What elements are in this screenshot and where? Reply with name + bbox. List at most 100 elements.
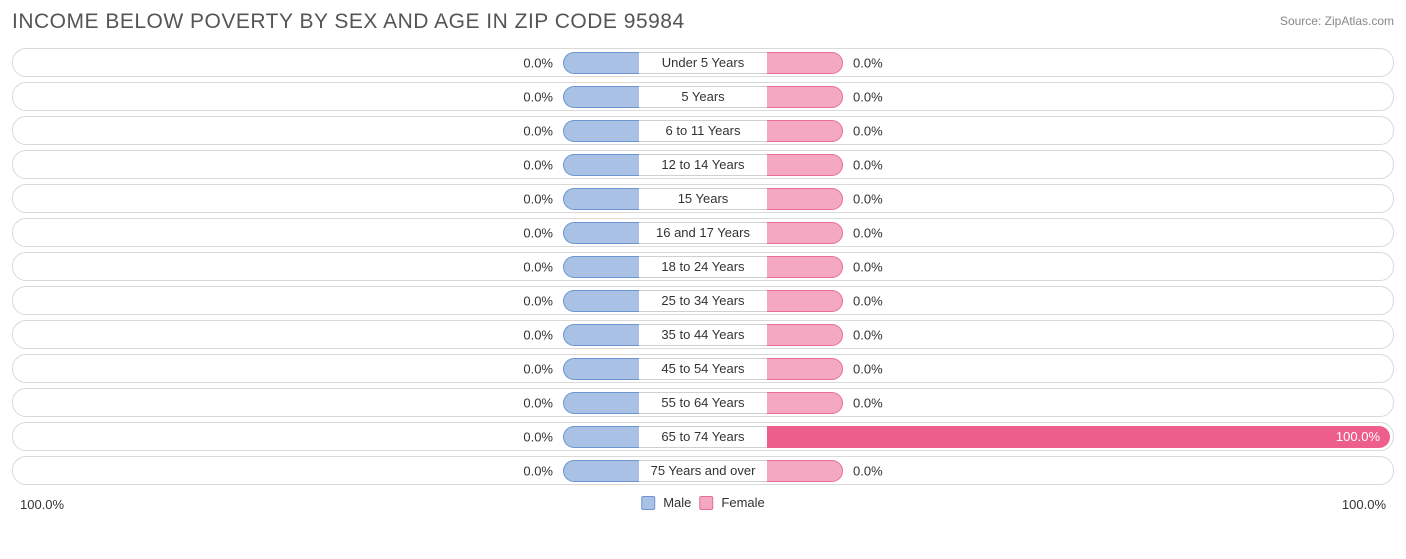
category-label: Under 5 Years bbox=[639, 52, 767, 74]
male-stub-bar bbox=[563, 324, 639, 346]
male-stub-bar bbox=[563, 86, 639, 108]
row-center-group: 35 to 44 Years bbox=[563, 324, 843, 346]
female-stub-bar bbox=[767, 256, 843, 278]
male-stub-bar bbox=[563, 290, 639, 312]
category-label: 55 to 64 Years bbox=[639, 392, 767, 414]
category-label: 45 to 54 Years bbox=[639, 358, 767, 380]
axis-label-right: 100.0% bbox=[1342, 497, 1386, 512]
category-label: 12 to 14 Years bbox=[639, 154, 767, 176]
category-label: 5 Years bbox=[639, 86, 767, 108]
row-center-group: 25 to 34 Years bbox=[563, 290, 843, 312]
chart-rows: Under 5 Years0.0%0.0%5 Years0.0%0.0%6 to… bbox=[12, 48, 1394, 485]
male-value-label: 0.0% bbox=[523, 463, 553, 478]
male-value-label: 0.0% bbox=[523, 395, 553, 410]
category-label: 15 Years bbox=[639, 188, 767, 210]
male-stub-bar bbox=[563, 358, 639, 380]
category-label: 6 to 11 Years bbox=[639, 120, 767, 142]
chart-row: 45 to 54 Years 0.0% 0.0% bbox=[12, 354, 1394, 383]
female-stub-bar bbox=[767, 460, 843, 482]
male-value-label: 0.0% bbox=[523, 89, 553, 104]
chart-row: 35 to 44 Years 0.0% 0.0% bbox=[12, 320, 1394, 349]
row-center-group: 12 to 14 Years bbox=[563, 154, 843, 176]
row-center-group: 16 and 17 Years bbox=[563, 222, 843, 244]
female-value-label: 0.0% bbox=[853, 191, 883, 206]
male-value-label: 0.0% bbox=[523, 191, 553, 206]
male-value-label: 0.0% bbox=[523, 293, 553, 308]
male-value-label: 0.0% bbox=[523, 225, 553, 240]
male-value-label: 0.0% bbox=[523, 123, 553, 138]
female-stub-bar bbox=[767, 358, 843, 380]
legend-label-male: Male bbox=[663, 495, 691, 510]
category-label: 25 to 34 Years bbox=[639, 290, 767, 312]
female-value-label: 0.0% bbox=[853, 123, 883, 138]
axis-label-left: 100.0% bbox=[20, 497, 64, 512]
female-value-label: 0.0% bbox=[853, 157, 883, 172]
female-stub-bar bbox=[767, 120, 843, 142]
male-value-label: 0.0% bbox=[523, 259, 553, 274]
legend-label-female: Female bbox=[721, 495, 764, 510]
chart-row: 6 to 11 Years 0.0% 0.0% bbox=[12, 116, 1394, 145]
chart-row: 65 to 74 Years 0.0% 100.0% bbox=[12, 422, 1394, 451]
female-stub-bar bbox=[767, 86, 843, 108]
row-center-group: 75 Years and over bbox=[563, 460, 843, 482]
legend-swatch-female bbox=[699, 496, 713, 510]
chart-row: 25 to 34 Years 0.0% 0.0% bbox=[12, 286, 1394, 315]
chart-row: 15 Years 0.0% 0.0% bbox=[12, 184, 1394, 213]
male-value-label: 0.0% bbox=[523, 327, 553, 342]
male-value-label: 0.0% bbox=[523, 429, 553, 444]
category-label: 18 to 24 Years bbox=[639, 256, 767, 278]
category-label: 16 and 17 Years bbox=[639, 222, 767, 244]
male-stub-bar bbox=[563, 460, 639, 482]
row-center-group: 6 to 11 Years bbox=[563, 120, 843, 142]
female-value-bar: 100.0% bbox=[767, 426, 1390, 448]
female-stub-bar bbox=[767, 392, 843, 414]
male-value-label: 0.0% bbox=[523, 157, 553, 172]
female-stub-bar bbox=[767, 188, 843, 210]
row-center-group: 15 Years bbox=[563, 188, 843, 210]
female-value-label: 0.0% bbox=[853, 89, 883, 104]
row-center-group: 5 Years bbox=[563, 86, 843, 108]
row-center-group: 55 to 64 Years bbox=[563, 392, 843, 414]
male-stub-bar bbox=[563, 426, 639, 448]
chart-footer: 100.0% Male Female 100.0% bbox=[12, 491, 1394, 521]
chart-row: 5 Years 0.0% 0.0% bbox=[12, 82, 1394, 111]
category-label: 65 to 74 Years bbox=[639, 426, 767, 448]
legend-swatch-male bbox=[641, 496, 655, 510]
female-stub-bar bbox=[767, 222, 843, 244]
chart-row: 16 and 17 Years 0.0% 0.0% bbox=[12, 218, 1394, 247]
female-stub-bar bbox=[767, 290, 843, 312]
female-value-label: 0.0% bbox=[853, 293, 883, 308]
chart-legend: Male Female bbox=[641, 495, 765, 510]
female-value-label: 0.0% bbox=[853, 55, 883, 70]
row-center-group: 18 to 24 Years bbox=[563, 256, 843, 278]
female-value-label: 0.0% bbox=[853, 361, 883, 376]
female-value-label: 0.0% bbox=[853, 463, 883, 478]
chart-row: 12 to 14 Years 0.0% 0.0% bbox=[12, 150, 1394, 179]
female-value-label: 0.0% bbox=[853, 327, 883, 342]
male-value-label: 0.0% bbox=[523, 55, 553, 70]
male-stub-bar bbox=[563, 120, 639, 142]
male-stub-bar bbox=[563, 154, 639, 176]
category-label: 35 to 44 Years bbox=[639, 324, 767, 346]
male-stub-bar bbox=[563, 222, 639, 244]
female-stub-bar bbox=[767, 154, 843, 176]
female-value-label: 0.0% bbox=[853, 259, 883, 274]
chart-source: Source: ZipAtlas.com bbox=[1280, 10, 1394, 28]
male-stub-bar bbox=[563, 256, 639, 278]
male-value-label: 0.0% bbox=[523, 361, 553, 376]
category-label: 75 Years and over bbox=[639, 460, 767, 482]
row-center-group: 45 to 54 Years bbox=[563, 358, 843, 380]
male-stub-bar bbox=[563, 188, 639, 210]
chart-title: INCOME BELOW POVERTY BY SEX AND AGE IN Z… bbox=[12, 10, 685, 34]
male-stub-bar bbox=[563, 392, 639, 414]
chart-row: 55 to 64 Years 0.0% 0.0% bbox=[12, 388, 1394, 417]
male-stub-bar bbox=[563, 52, 639, 74]
chart-row: 75 Years and over 0.0% 0.0% bbox=[12, 456, 1394, 485]
female-value-label: 0.0% bbox=[853, 225, 883, 240]
chart-row: Under 5 Years 0.0% 0.0% bbox=[12, 48, 1394, 77]
female-stub-bar bbox=[767, 324, 843, 346]
chart-row: 18 to 24 Years 0.0% 0.0% bbox=[12, 252, 1394, 281]
row-center-group: Under 5 Years bbox=[563, 52, 843, 74]
female-value-label: 0.0% bbox=[853, 395, 883, 410]
chart-header: INCOME BELOW POVERTY BY SEX AND AGE IN Z… bbox=[12, 10, 1394, 34]
